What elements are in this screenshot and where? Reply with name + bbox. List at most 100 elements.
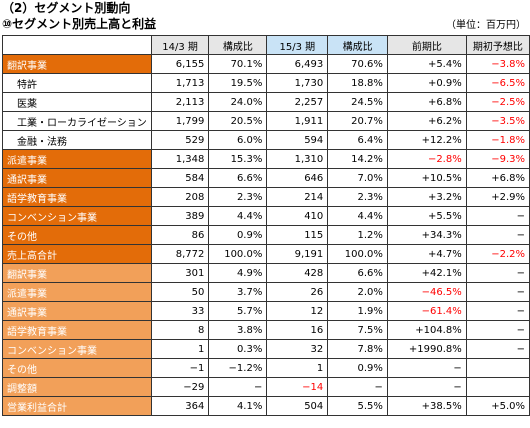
table-cell: 2,113	[150, 92, 210, 112]
table-cell: 1,911	[266, 111, 329, 131]
row-label: 語学教育事業	[2, 187, 152, 207]
table-cell: 6.0%	[208, 130, 268, 150]
table-cell: −	[465, 339, 530, 359]
table-cell: 428	[266, 263, 329, 283]
table-cell: 4.9%	[208, 263, 268, 283]
header-row: 14/3 期 構成比 15/3 期 構成比 前期比 期初予想比	[2, 35, 530, 55]
table-cell: −3.8%	[465, 54, 530, 74]
table-cell: −1.2%	[208, 358, 268, 378]
table-cell: 0.9%	[327, 358, 388, 378]
table-row: 語学教育事業 8 3.8% 16 7.5% +104.8% −	[2, 320, 530, 340]
table-cell: 8	[150, 320, 210, 340]
table-cell: +5.4%	[386, 54, 467, 74]
table-cell: 6.6%	[208, 168, 268, 188]
table-cell: +3.2%	[386, 187, 467, 207]
row-label: その他	[2, 225, 152, 245]
table-cell: −	[465, 263, 530, 283]
table-cell: −2.5%	[465, 92, 530, 112]
unit-label: （単位：百万円）	[446, 20, 526, 31]
table-row: コンベンション事業 1 0.3% 32 7.8% +1990.8% −	[2, 339, 530, 359]
table-cell: −29	[150, 377, 210, 397]
table-cell: +5.0%	[465, 396, 530, 416]
table-cell: −61.4%	[386, 301, 467, 321]
table-cell: +104.8%	[386, 320, 467, 340]
table-cell: −6.5%	[465, 73, 530, 93]
header-vs-forecast: 期初予想比	[465, 35, 530, 55]
table-cell: 50	[150, 282, 210, 302]
table-cell: 2.3%	[327, 187, 388, 207]
table-cell: +1990.8%	[386, 339, 467, 359]
table-cell: 3.7%	[208, 282, 268, 302]
table-cell: +38.5%	[386, 396, 467, 416]
row-label: 派遣事業	[2, 282, 152, 302]
table-cell: 6.6%	[327, 263, 388, 283]
header-fy14: 14/3 期	[150, 35, 210, 55]
table-cell	[465, 377, 530, 397]
table-cell: 70.1%	[208, 54, 268, 74]
table-row: 派遣事業 1,348 15.3% 1,310 14.2% −2.8% −9.3%	[2, 149, 530, 169]
table-cell: 20.7%	[327, 111, 388, 131]
table-cell: +5.5%	[386, 206, 467, 226]
table-cell: +2.9%	[465, 187, 530, 207]
table-cell: 33	[150, 301, 210, 321]
table-cell: 100.0%	[327, 244, 388, 264]
subsection-title: ⑩セグメント別売上高と利益	[2, 17, 157, 31]
table-row: 翻訳事業 6,155 70.1% 6,493 70.6% +5.4% −3.8%	[2, 54, 530, 74]
table-cell	[465, 358, 530, 378]
table-cell: 0.9%	[208, 225, 268, 245]
row-label: コンベンション事業	[2, 339, 152, 359]
table-cell: 12	[266, 301, 329, 321]
table-cell: 8,772	[150, 244, 210, 264]
table-cell: −	[465, 282, 530, 302]
table-row: その他 −1 −1.2% 1 0.9% −	[2, 358, 530, 378]
table-cell: 1,310	[266, 149, 329, 169]
table-cell: 208	[150, 187, 210, 207]
table-row: 金融・法務 529 6.0% 594 6.4% +12.2% −1.8%	[2, 130, 530, 150]
table-cell: 86	[150, 225, 210, 245]
table-cell: 4.1%	[208, 396, 268, 416]
table-cell: −1	[150, 358, 210, 378]
row-label: コンベンション事業	[2, 206, 152, 226]
row-label: 医薬	[2, 92, 152, 112]
table-row: 語学教育事業 208 2.3% 214 2.3% +3.2% +2.9%	[2, 187, 530, 207]
table-row: その他 86 0.9% 115 1.2% +34.3% −	[2, 225, 530, 245]
table-cell: 2.3%	[208, 187, 268, 207]
table-cell: −9.3%	[465, 149, 530, 169]
table-row: 翻訳事業 301 4.9% 428 6.6% +42.1% −	[2, 263, 530, 283]
table-cell: 2,257	[266, 92, 329, 112]
row-label: 金融・法務	[2, 130, 152, 150]
header-share-fy14: 構成比	[208, 35, 268, 55]
table-cell: −2.8%	[386, 149, 467, 169]
table-cell: 410	[266, 206, 329, 226]
row-label: 語学教育事業	[2, 320, 152, 340]
table-cell: 364	[150, 396, 210, 416]
table-row: 通訳事業 33 5.7% 12 1.9% −61.4% −	[2, 301, 530, 321]
table-cell: 115	[266, 225, 329, 245]
row-label: 派遣事業	[2, 149, 152, 169]
table-cell: −	[465, 206, 530, 226]
table-cell: 1.9%	[327, 301, 388, 321]
table-cell: 16	[266, 320, 329, 340]
header-yoy: 前期比	[386, 35, 467, 55]
table-cell: 7.5%	[327, 320, 388, 340]
table-cell: −	[208, 377, 268, 397]
table-cell: +6.8%	[465, 168, 530, 188]
header-share-fy15: 構成比	[327, 35, 388, 55]
table-row: 工業・ローカライゼーション 1,799 20.5% 1,911 20.7% +6.2% −3…	[2, 111, 530, 131]
row-label: 営業利益合計	[2, 396, 152, 416]
table-cell: 24.5%	[327, 92, 388, 112]
table-cell: 1,348	[150, 149, 210, 169]
table-cell: +10.5%	[386, 168, 467, 188]
table-cell: 1,713	[150, 73, 210, 93]
table-cell: 7.8%	[327, 339, 388, 359]
table-cell: 18.8%	[327, 73, 388, 93]
table-cell: 504	[266, 396, 329, 416]
table-row: 営業利益合計 364 4.1% 504 5.5% +38.5% +5.0%	[2, 396, 530, 416]
table-cell: 6,493	[266, 54, 329, 74]
row-label: その他	[2, 358, 152, 378]
table-cell: −1.8%	[465, 130, 530, 150]
table-row: 特許 1,713 19.5% 1,730 18.8% +0.9% −6.5%	[2, 73, 530, 93]
row-label: 翻訳事業	[2, 54, 152, 74]
table-cell: 646	[266, 168, 329, 188]
table-cell: 1	[150, 339, 210, 359]
